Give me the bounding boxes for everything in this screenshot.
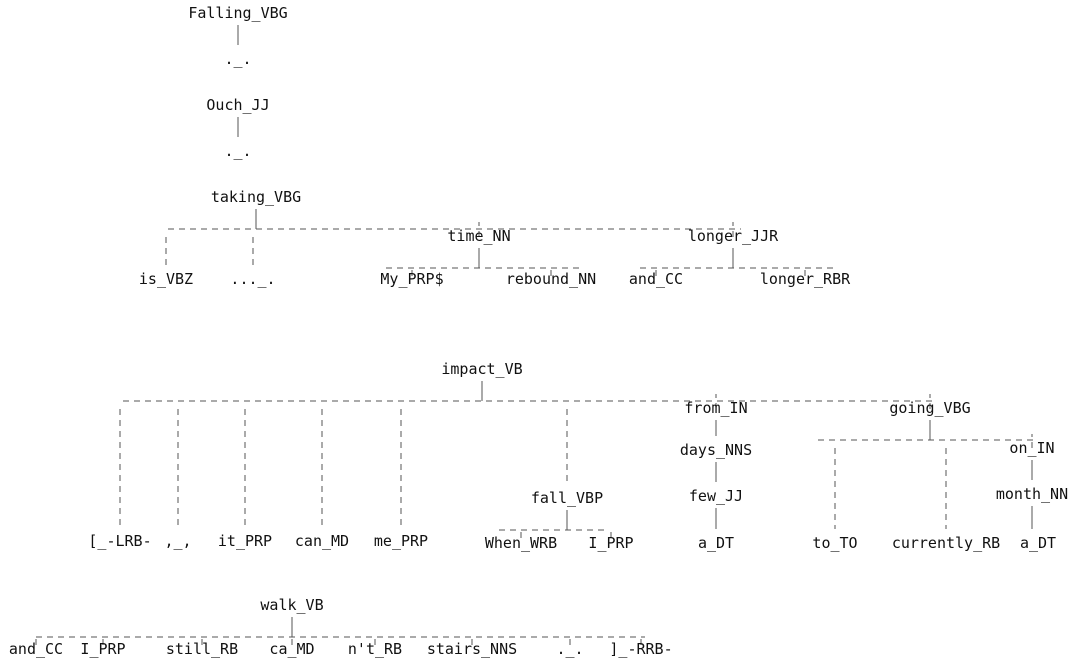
word-node-t5n7: ._. (556, 640, 583, 658)
word-node-t3n0: taking_VBG (211, 188, 301, 206)
word-node-t4n8: I_PRP (588, 534, 633, 552)
word-node-t4n0: impact_VB (441, 360, 522, 378)
word-node-t4n9: from_IN (684, 399, 747, 417)
word-node-t4n6: fall_VBP (531, 489, 603, 507)
word-node-t3n8: longer_RBR (760, 270, 851, 288)
word-node-t3n2: ..._. (230, 270, 275, 288)
word-node-t4n7: When_WRB (485, 534, 557, 552)
word-node-t5n6: stairs_NNS (427, 640, 517, 658)
word-node-t5n8: ]_-RRB- (609, 640, 672, 658)
word-node-t5n3: still_RB (166, 640, 238, 658)
word-node-t3n3: time_NN (447, 227, 510, 245)
word-node-t4n15: currently_RB (892, 534, 1000, 552)
word-node-t4n12: a_DT (698, 534, 734, 552)
word-node-t5n0: walk_VB (260, 596, 323, 614)
word-node-t3n1: is_VBZ (139, 270, 193, 288)
word-node-t1n1: ._. (224, 50, 251, 68)
word-node-t3n6: longer_JJR (688, 227, 779, 245)
word-node-t5n1: and_CC (9, 640, 63, 658)
word-node-t4n17: month_NN (996, 485, 1068, 503)
word-node-t1n0: Falling_VBG (188, 4, 287, 22)
word-node-t4n14: to_TO (812, 534, 857, 552)
word-node-t2n1: ._. (224, 142, 251, 160)
word-node-t4n5: me_PRP (374, 532, 428, 550)
word-node-t3n4: My_PRP$ (380, 270, 443, 288)
word-node-t5n4: ca_MD (269, 640, 314, 658)
word-node-t4n18: a_DT (1020, 534, 1056, 552)
word-node-t4n13: going_VBG (889, 399, 970, 417)
word-node-t4n1: [_-LRB- (88, 532, 151, 550)
word-node-t4n4: can_MD (295, 532, 349, 550)
word-node-t3n5: rebound_NN (506, 270, 596, 288)
tree-edges (35, 25, 1034, 645)
word-node-t5n2: I_PRP (80, 640, 125, 658)
word-node-t5n5: n't_RB (348, 640, 402, 658)
word-node-t4n10: days_NNS (680, 441, 752, 459)
word-node-t2n0: Ouch_JJ (206, 96, 269, 114)
word-node-t4n11: few_JJ (689, 487, 743, 505)
word-node-t4n3: it_PRP (218, 532, 272, 550)
tree-nodes: Falling_VBG ._. Ouch_JJ ._. taking_VBG is_VBZ… (9, 4, 1068, 658)
word-node-t3n7: and_CC (629, 270, 683, 288)
word-node-t4n2: ,_, (164, 532, 191, 550)
word-node-t4n16: on_IN (1009, 439, 1054, 457)
